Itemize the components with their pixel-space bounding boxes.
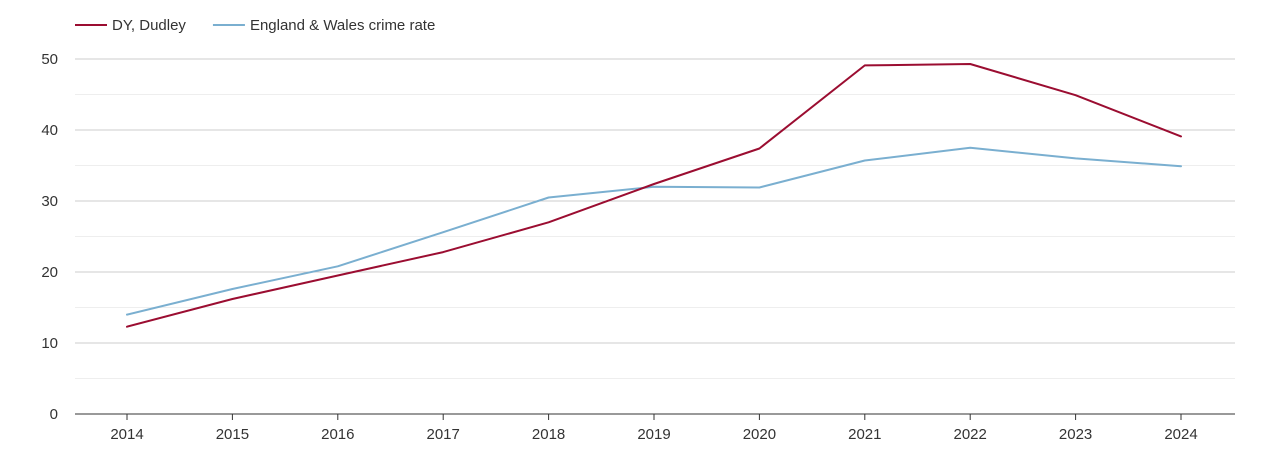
x-tick-label: 2017 [427,426,460,443]
legend-label: England & Wales crime rate [250,17,435,34]
y-tick-label: 50 [41,51,58,68]
series-lines [126,63,1182,328]
x-axis-ticks: 2014 2015 2016 2017 2018 2019 2020 2021 2022 2023… [110,414,1198,443]
y-tick-label: 40 [41,122,58,139]
x-tick-label: 2021 [848,426,881,443]
legend-label: DY, Dudley [112,17,186,34]
series-line [126,63,1182,328]
x-tick-label: 2015 [216,426,249,443]
y-tick-label: 10 [41,335,58,352]
y-tick-label: 0 [50,406,58,423]
series-line [126,146,1182,316]
y-tick-label: 20 [41,264,58,281]
gridlines [75,58,1235,379]
y-axis-ticks: 0 10 20 30 40 50 [41,51,58,423]
x-tick-label: 2016 [321,426,354,443]
x-tick-label: 2024 [1164,426,1197,443]
x-tick-label: 2019 [637,426,670,443]
x-tick-label: 2014 [110,426,143,443]
x-tick-label: 2023 [1059,426,1092,443]
x-tick-label: 2018 [532,426,565,443]
x-tick-label: 2022 [954,426,987,443]
legend: DY, Dudley England & Wales crime rate [75,17,435,34]
y-tick-label: 30 [41,193,58,210]
x-tick-label: 2020 [743,426,776,443]
